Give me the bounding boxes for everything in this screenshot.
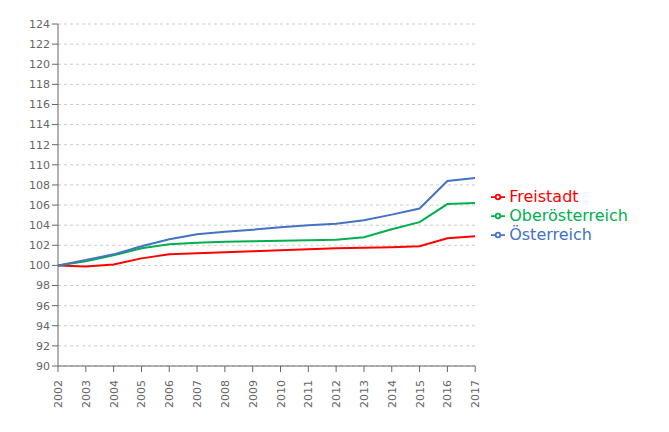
- svg-text:92: 92: [36, 340, 50, 353]
- svg-text:2005: 2005: [135, 380, 148, 408]
- svg-text:2013: 2013: [358, 380, 371, 408]
- html-text:Österreich: Österreich: [509, 224, 592, 244]
- svg-text:94: 94: [36, 320, 50, 333]
- svg-text:90: 90: [36, 360, 50, 373]
- svg-text:122: 122: [29, 38, 50, 51]
- svg-text:2014: 2014: [386, 380, 399, 408]
- svg-text:120: 120: [29, 58, 50, 71]
- svg-text:114: 114: [29, 118, 50, 131]
- svg-text:96: 96: [36, 300, 50, 313]
- svg-text:2009: 2009: [247, 380, 260, 408]
- svg-text:2007: 2007: [191, 380, 204, 408]
- svg-text:116: 116: [29, 98, 50, 111]
- svg-text:2015: 2015: [414, 380, 427, 408]
- html-text:Freistadt: Freistadt: [509, 186, 579, 206]
- svg-text:108: 108: [29, 179, 50, 192]
- svg-text:110: 110: [29, 159, 50, 172]
- svg-text:2011: 2011: [302, 380, 315, 408]
- svg-text:2003: 2003: [80, 380, 93, 408]
- svg-text:2004: 2004: [108, 380, 121, 408]
- svg-text:112: 112: [29, 139, 50, 152]
- svg-text:106: 106: [29, 199, 50, 212]
- svg-text:104: 104: [29, 219, 50, 232]
- svg-text:102: 102: [29, 239, 50, 252]
- svg-text:2012: 2012: [330, 380, 343, 408]
- html-text:Oberösterreich: Oberösterreich: [509, 205, 628, 225]
- svg-text:2008: 2008: [219, 380, 232, 408]
- svg-text:2017: 2017: [469, 380, 482, 408]
- svg-text:2010: 2010: [275, 380, 288, 408]
- svg-text:118: 118: [29, 78, 50, 91]
- svg-text:98: 98: [36, 279, 50, 292]
- svg-text:2002: 2002: [52, 380, 65, 408]
- svg-text:2006: 2006: [163, 380, 176, 408]
- svg-text:124: 124: [29, 18, 50, 31]
- svg-text:100: 100: [29, 259, 50, 272]
- svg-text:2016: 2016: [441, 380, 454, 408]
